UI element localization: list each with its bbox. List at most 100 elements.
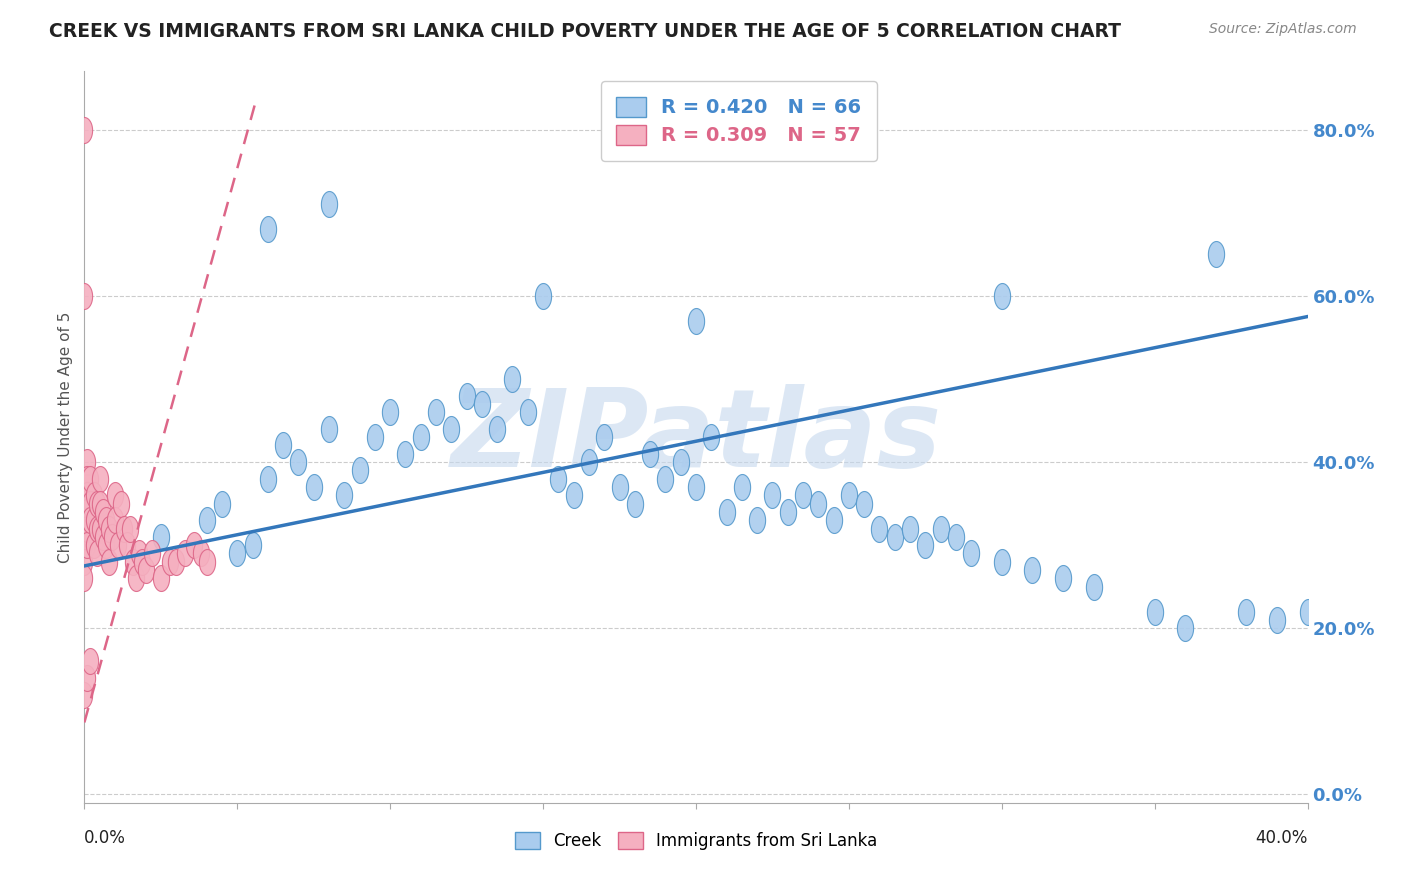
Point	[73, 688, 96, 702]
Point	[149, 530, 172, 544]
Point	[97, 555, 120, 569]
Point	[89, 521, 111, 535]
Point	[242, 538, 264, 552]
Point	[141, 546, 163, 560]
Point	[318, 197, 340, 211]
Point	[73, 289, 96, 303]
Point	[79, 655, 101, 669]
Point	[83, 488, 105, 502]
Point	[257, 472, 280, 486]
Point	[853, 497, 876, 511]
Point	[83, 538, 105, 552]
Point	[76, 538, 98, 552]
Point	[73, 505, 96, 519]
Point	[333, 488, 356, 502]
Point	[747, 513, 769, 527]
Point	[107, 538, 129, 552]
Point	[486, 422, 509, 436]
Point	[110, 497, 132, 511]
Point	[578, 455, 600, 469]
Point	[1083, 580, 1105, 594]
Point	[115, 538, 138, 552]
Point	[73, 472, 96, 486]
Point	[94, 538, 117, 552]
Point	[1174, 621, 1197, 635]
Point	[516, 405, 538, 419]
Point	[76, 505, 98, 519]
Point	[823, 513, 845, 527]
Point	[76, 455, 98, 469]
Point	[86, 497, 108, 511]
Point	[91, 530, 114, 544]
Point	[122, 555, 145, 569]
Point	[960, 546, 983, 560]
Point	[302, 480, 325, 494]
Text: Source: ZipAtlas.com: Source: ZipAtlas.com	[1209, 22, 1357, 37]
Point	[174, 546, 197, 560]
Point	[1143, 605, 1166, 619]
Point	[76, 472, 98, 486]
Point	[86, 546, 108, 560]
Point	[1052, 571, 1074, 585]
Point	[73, 555, 96, 569]
Point	[807, 497, 830, 511]
Point	[73, 122, 96, 136]
Point	[471, 397, 494, 411]
Point	[79, 472, 101, 486]
Point	[562, 488, 585, 502]
Point	[76, 488, 98, 502]
Point	[97, 521, 120, 535]
Point	[624, 497, 647, 511]
Point	[83, 513, 105, 527]
Point	[609, 480, 631, 494]
Point	[86, 521, 108, 535]
Point	[149, 571, 172, 585]
Point	[883, 530, 905, 544]
Point	[456, 388, 478, 402]
Point	[716, 505, 738, 519]
Point	[73, 497, 96, 511]
Point	[257, 222, 280, 236]
Point	[94, 513, 117, 527]
Point	[89, 472, 111, 486]
Point	[349, 463, 371, 477]
Point	[211, 497, 233, 511]
Point	[76, 521, 98, 535]
Text: 0.0%: 0.0%	[84, 829, 127, 847]
Point	[1021, 563, 1043, 577]
Point	[547, 472, 569, 486]
Point	[195, 513, 218, 527]
Point	[869, 521, 891, 535]
Point	[654, 472, 676, 486]
Point	[125, 571, 148, 585]
Point	[502, 372, 524, 386]
Point	[593, 430, 616, 444]
Point	[364, 430, 387, 444]
Point	[898, 521, 921, 535]
Point	[131, 555, 153, 569]
Point	[91, 505, 114, 519]
Point	[409, 430, 432, 444]
Point	[945, 530, 967, 544]
Point	[761, 488, 783, 502]
Point	[1265, 613, 1288, 627]
Point	[318, 422, 340, 436]
Point	[838, 488, 860, 502]
Point	[101, 530, 124, 544]
Point	[991, 555, 1014, 569]
Point	[271, 438, 294, 452]
Point	[1205, 247, 1227, 261]
Point	[425, 405, 447, 419]
Point	[531, 289, 554, 303]
Point	[165, 555, 187, 569]
Point	[195, 555, 218, 569]
Legend: Creek, Immigrants from Sri Lanka: Creek, Immigrants from Sri Lanka	[508, 825, 884, 856]
Point	[112, 521, 135, 535]
Point	[929, 521, 952, 535]
Point	[159, 555, 181, 569]
Point	[89, 497, 111, 511]
Point	[731, 480, 754, 494]
Point	[287, 455, 309, 469]
Point	[1236, 605, 1258, 619]
Point	[135, 563, 157, 577]
